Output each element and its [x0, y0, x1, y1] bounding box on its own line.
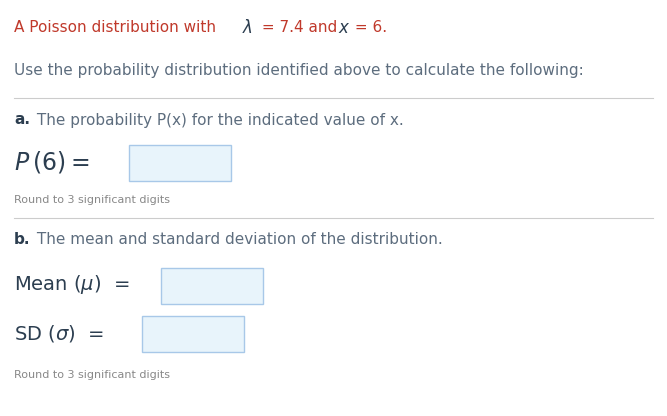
Text: Round to 3 significant digits: Round to 3 significant digits: [14, 195, 170, 205]
Text: Mean $(\mu)$  =: Mean $(\mu)$ =: [14, 273, 129, 297]
Text: b.: b.: [14, 233, 31, 248]
Text: The probability P(x) for the indicated value of x.: The probability P(x) for the indicated v…: [32, 112, 404, 127]
Text: Use the probability distribution identified above to calculate the following:: Use the probability distribution identif…: [14, 62, 584, 77]
Text: $P\,(6) =$: $P\,(6) =$: [14, 149, 89, 175]
Text: a.: a.: [14, 112, 30, 127]
Text: Round to 3 significant digits: Round to 3 significant digits: [14, 370, 170, 380]
FancyBboxPatch shape: [161, 268, 263, 304]
FancyBboxPatch shape: [129, 145, 231, 181]
Text: SD $(\sigma)$  =: SD $(\sigma)$ =: [14, 322, 104, 344]
Text: A Poisson distribution with: A Poisson distribution with: [14, 20, 225, 35]
Text: $x$: $x$: [338, 19, 350, 37]
Text: $\lambda$: $\lambda$: [242, 19, 253, 37]
Text: = 6.: = 6.: [350, 20, 387, 35]
FancyBboxPatch shape: [142, 316, 244, 352]
Text: = 7.4 and: = 7.4 and: [257, 20, 342, 35]
Text: The mean and standard deviation of the distribution.: The mean and standard deviation of the d…: [32, 233, 443, 248]
